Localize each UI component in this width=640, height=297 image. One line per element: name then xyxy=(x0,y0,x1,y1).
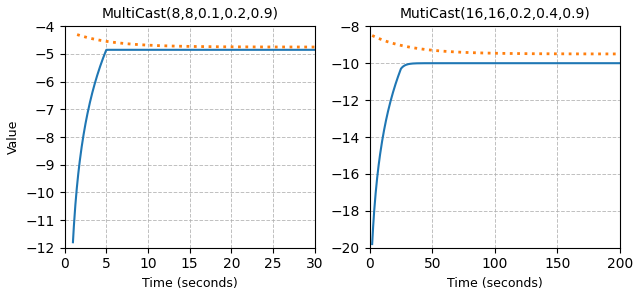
X-axis label: Time (seconds): Time (seconds) xyxy=(447,277,543,290)
X-axis label: Time (seconds): Time (seconds) xyxy=(142,277,237,290)
Title: MultiCast(8,8,0.1,0.2,0.9): MultiCast(8,8,0.1,0.2,0.9) xyxy=(101,7,278,21)
Title: MutiCast(16,16,0.2,0.4,0.9): MutiCast(16,16,0.2,0.4,0.9) xyxy=(399,7,590,21)
Y-axis label: Value: Value xyxy=(7,120,20,154)
